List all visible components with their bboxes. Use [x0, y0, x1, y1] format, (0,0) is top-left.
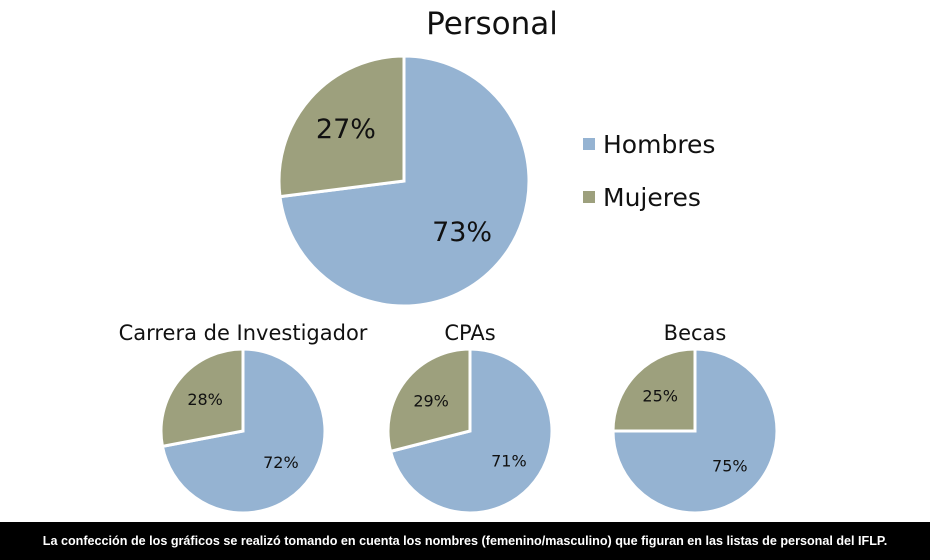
- data-label-carrera-hombres: 72%: [263, 453, 299, 472]
- data-label-carrera-mujeres: 28%: [187, 390, 223, 409]
- pie-slice-becas-mujeres: [611, 347, 697, 433]
- chart-title-carrera: Carrera de Investigador: [119, 321, 368, 345]
- legend-swatch-mujeres: [583, 191, 595, 203]
- data-label-becas-mujeres: 25%: [642, 387, 678, 406]
- pie-chart-carrera: Carrera de Investigador 72% 28%: [119, 321, 368, 515]
- chart-title-becas: Becas: [664, 321, 727, 345]
- pie-slice-cpas-mujeres: [386, 347, 472, 454]
- chart-title-cpas: CPAs: [444, 321, 495, 345]
- legend: Hombres Mujeres: [583, 130, 715, 212]
- pie-chart-becas: Becas 75% 25%: [611, 321, 779, 515]
- chart-title-personal: Personal: [426, 6, 558, 42]
- pie-chart-cpas: CPAs 71% 29%: [386, 321, 554, 515]
- data-label-personal-mujeres: 27%: [316, 114, 376, 145]
- legend-swatch-hombres: [583, 138, 595, 150]
- pie-slice-carrera-mujeres: [159, 347, 245, 449]
- data-label-personal-hombres: 73%: [432, 217, 492, 248]
- pie-chart-personal: Personal 73% 27%: [277, 6, 558, 308]
- charts-canvas: Personal 73% 27% Hombres Mujeres Carrera …: [119, 6, 779, 515]
- data-label-cpas-mujeres: 29%: [413, 391, 449, 410]
- legend-label-mujeres: Mujeres: [603, 183, 701, 212]
- legend-label-hombres: Hombres: [603, 130, 715, 159]
- pie-slice-personal-mujeres: [277, 54, 406, 199]
- pie-slice-becas-hombres: [611, 347, 779, 515]
- data-label-becas-hombres: 75%: [712, 456, 748, 475]
- data-label-cpas-hombres: 71%: [491, 452, 527, 471]
- footer-note: La confección de los gráficos se realizó…: [0, 522, 930, 560]
